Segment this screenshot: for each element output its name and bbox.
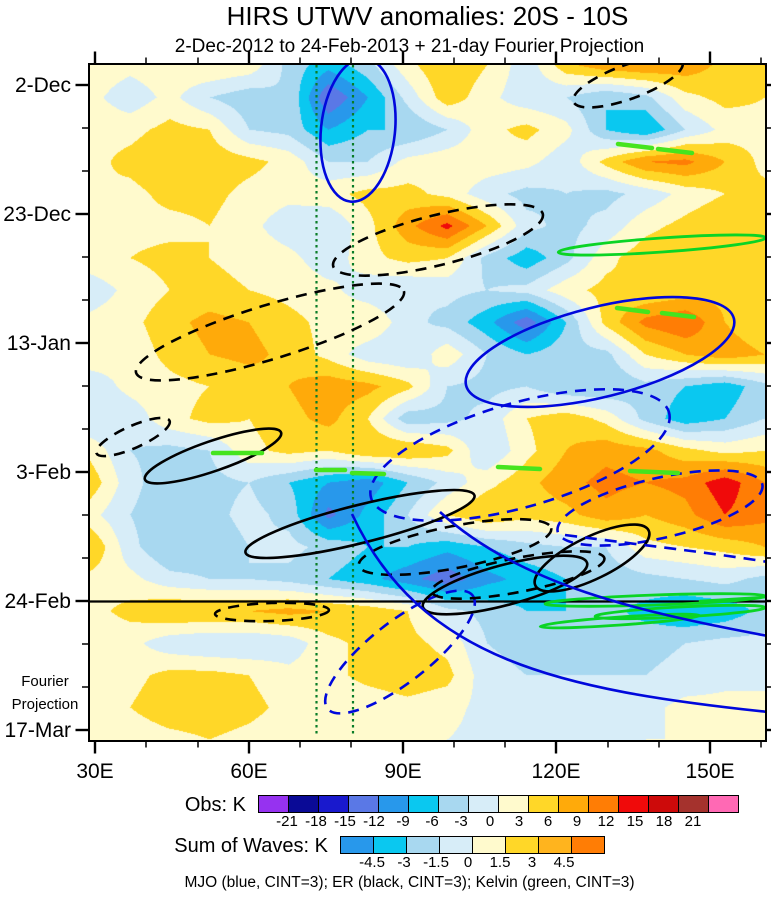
sum-colorbar-segment [407, 837, 440, 853]
obs-colorbar-tick-label: -6 [425, 813, 439, 830]
sum-colorbar-segment [506, 837, 539, 853]
obs-colorbar-label: Obs: K [184, 794, 246, 816]
y-tick-label: 13-Jan [7, 332, 71, 355]
sum-colorbar-tick-label: 0 [463, 854, 473, 871]
obs-colorbar-segment [559, 796, 589, 812]
page-title: HIRS UTWV anomalies: 20S - 10S [226, 1, 629, 31]
x-tick-label: 150E [685, 760, 734, 783]
obs-colorbar-tick-label: -15 [334, 813, 356, 830]
obs-colorbar-segment [619, 796, 649, 812]
obs-colorbar-tick-label: 18 [655, 813, 673, 830]
y-tick-label: 17-Mar [4, 719, 71, 742]
obs-colorbar-segment [679, 796, 709, 812]
sum-colorbar-segment [572, 837, 604, 853]
fourier-projection-label: Fourier Projection [2, 670, 88, 717]
fourier-line1: Fourier [21, 673, 69, 690]
y-tick-label: 23-Dec [3, 203, 71, 226]
obs-colorbar-tick-label: -9 [396, 813, 410, 830]
obs-colorbar-tick-label: 12 [597, 813, 615, 830]
obs-colorbar-tick-label: 21 [684, 813, 702, 830]
obs-colorbar-segment [439, 796, 469, 812]
x-tick-label: 30E [76, 760, 113, 783]
sum-colorbar-tick-label: 4.5 [553, 854, 575, 871]
obs-colorbar-tick-label: -21 [276, 813, 298, 830]
sum-colorbar-tick-label: 1.5 [489, 854, 511, 871]
sum-colorbar-tick-label: 3 [527, 854, 537, 871]
obs-colorbar-tick-label: 15 [626, 813, 644, 830]
anomaly-field-canvas [90, 65, 765, 740]
obs-colorbar-tick-label: 3 [514, 813, 524, 830]
sum-colorbar-label: Sum of Waves: K [174, 835, 328, 857]
x-tick-label: 90E [384, 760, 421, 783]
obs-colorbar-tick-label: -3 [454, 813, 468, 830]
obs-colorbar-segment [409, 796, 439, 812]
sum-colorbar-segment [341, 837, 374, 853]
obs-colorbar [258, 795, 739, 813]
obs-colorbar-segment [349, 796, 379, 812]
obs-colorbar-tick-label: -18 [305, 813, 327, 830]
obs-colorbar-segment [319, 796, 349, 812]
sum-colorbar-tick-label: -3 [397, 854, 411, 871]
contour-legend-caption: MJO (blue, CINT=3); ER (black, CINT=3); … [184, 874, 635, 891]
fourier-line2: Projection [11, 696, 79, 714]
sum-colorbar-tick-label: -4.5 [359, 854, 385, 871]
y-tick-label: 3-Feb [16, 461, 71, 484]
obs-colorbar-tick-label: 0 [485, 813, 495, 830]
obs-colorbar-segment [259, 796, 289, 812]
obs-colorbar-tick-label: 9 [572, 813, 582, 830]
obs-colorbar-segment [589, 796, 619, 812]
obs-colorbar-segment [289, 796, 319, 812]
sum-colorbar-segment [473, 837, 506, 853]
sum-colorbar-segment [374, 837, 407, 853]
obs-colorbar-segment [499, 796, 529, 812]
x-tick-label: 120E [531, 760, 580, 783]
page-subtitle: 2-Dec-2012 to 24-Feb-2013 + 21-day Fouri… [174, 36, 645, 57]
sum-colorbar-tick-label: -1.5 [423, 854, 449, 871]
obs-colorbar-tick-label: 6 [543, 813, 553, 830]
y-tick-label: 2-Dec [15, 74, 71, 97]
hovmoller-plot [88, 63, 767, 742]
obs-colorbar-segment [529, 796, 559, 812]
sum-of-waves-colorbar [340, 836, 605, 854]
obs-colorbar-segment [709, 796, 738, 812]
sum-colorbar-segment [440, 837, 473, 853]
obs-colorbar-tick-label: -12 [363, 813, 385, 830]
y-tick-label: 24-Feb [4, 590, 71, 613]
obs-colorbar-segment [379, 796, 409, 812]
sum-colorbar-segment [539, 837, 572, 853]
obs-colorbar-segment [649, 796, 679, 812]
obs-colorbar-segment [469, 796, 499, 812]
x-tick-label: 60E [230, 760, 267, 783]
